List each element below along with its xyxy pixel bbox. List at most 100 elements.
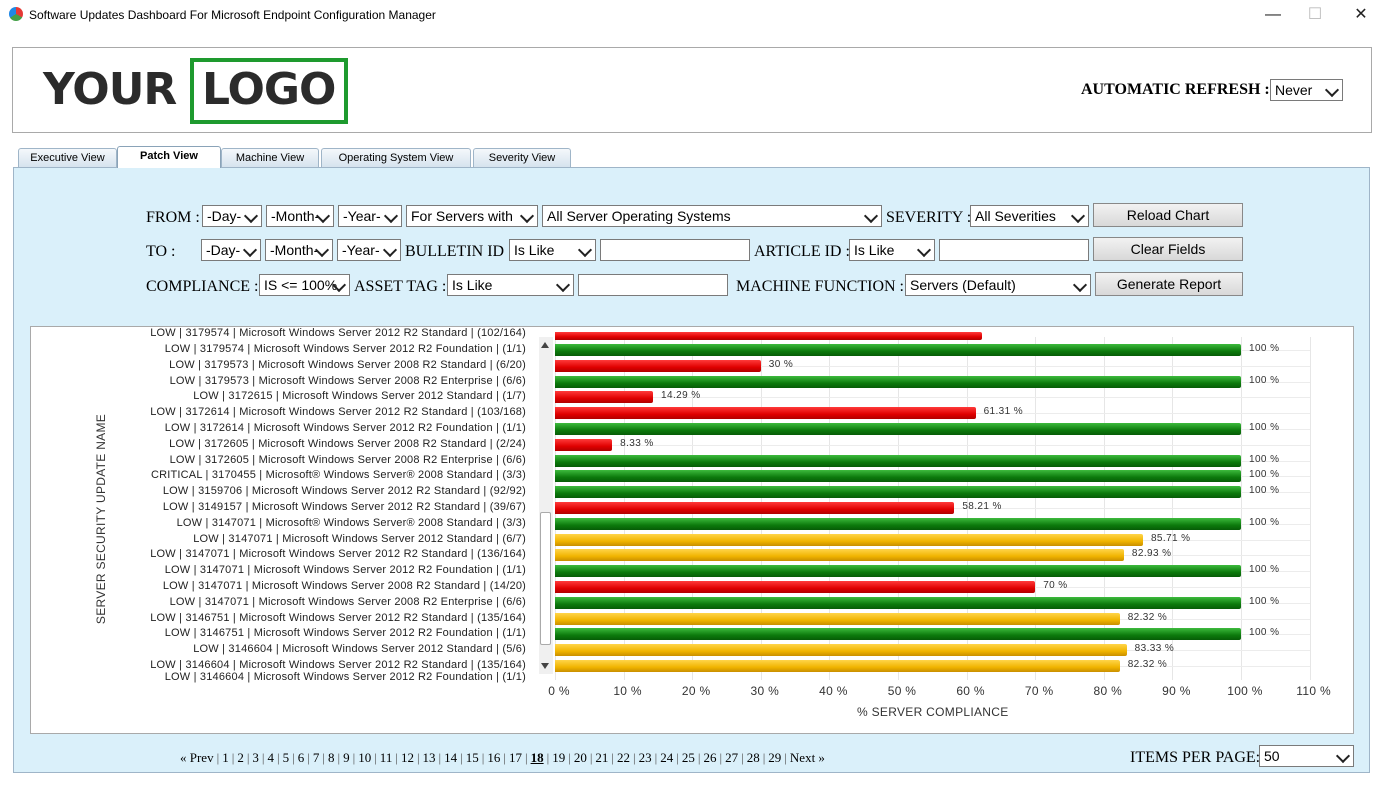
compliance-bar[interactable] [555, 518, 1241, 530]
page-link-27[interactable]: 27 [725, 750, 739, 765]
page-link-2[interactable]: 2 [237, 750, 244, 765]
compliance-bar[interactable] [555, 486, 1241, 498]
page-link-16[interactable]: 16 [487, 750, 501, 765]
reload-chart-button[interactable]: Reload Chart [1093, 203, 1243, 227]
category-label: CRITICAL | 3170455 | Microsoft® Windows … [150, 469, 526, 482]
asset-tag-operator-value: Is Like [452, 277, 493, 293]
compliance-bar[interactable] [555, 344, 1241, 356]
page-link-9[interactable]: 9 [343, 750, 350, 765]
page-link-18[interactable]: 18 [530, 750, 544, 765]
page-link-11[interactable]: 11 [379, 750, 393, 765]
tab-patch-view[interactable]: Patch View [117, 146, 221, 168]
bar-value-label: 100 % [1249, 454, 1280, 465]
x-tick-label: 10 % [613, 684, 642, 698]
asset-tag-operator-select[interactable]: Is Like [447, 274, 574, 296]
compliance-select[interactable]: IS <= 100% [259, 274, 350, 296]
compliance-bar[interactable] [555, 439, 613, 451]
compliance-bar[interactable] [555, 391, 654, 403]
page-link-22[interactable]: 22 [617, 750, 631, 765]
page-link-4[interactable]: 4 [267, 750, 275, 765]
asset-tag-input[interactable] [578, 274, 728, 296]
page-link-15[interactable]: 15 [465, 750, 479, 765]
page-link-6[interactable]: 6 [297, 750, 305, 765]
title-bar: Software Updates Dashboard For Microsoft… [0, 0, 1381, 30]
page-link-29[interactable]: 29 [768, 750, 782, 765]
from-label: FROM : [146, 209, 200, 226]
compliance-bar[interactable] [555, 660, 1120, 672]
close-button[interactable]: ✕ [1354, 6, 1368, 23]
tab-executive-view[interactable]: Executive View [18, 148, 117, 167]
bar-value-label: 100 % [1249, 469, 1280, 480]
compliance-bar[interactable] [555, 644, 1127, 656]
prev-page-link[interactable]: « Prev [180, 750, 214, 765]
compliance-bar[interactable] [555, 376, 1241, 388]
page-link-28[interactable]: 28 [746, 750, 760, 765]
clear-fields-button[interactable]: Clear Fields [1093, 237, 1243, 261]
to-day-select[interactable]: -Day- [201, 239, 261, 261]
chart-scrollbar[interactable] [539, 337, 553, 674]
compliance-bar[interactable] [555, 534, 1143, 546]
page-link-7[interactable]: 7 [312, 750, 320, 765]
generate-report-button[interactable]: Generate Report [1095, 272, 1243, 296]
maximize-button[interactable]: ☐ [1307, 6, 1323, 23]
minimize-button[interactable]: — [1265, 6, 1281, 23]
bulletin-id-input[interactable] [600, 239, 750, 261]
category-label-partial: LOW | 3146604 | Microsoft Windows Server… [164, 670, 526, 683]
page-link-10[interactable]: 10 [358, 750, 372, 765]
to-year-select[interactable]: -Year- [337, 239, 401, 261]
page-link-5[interactable]: 5 [282, 750, 290, 765]
tab-operating-system-view[interactable]: Operating System View [321, 148, 471, 167]
page-link-24[interactable]: 24 [660, 750, 674, 765]
servers-with-select[interactable]: For Servers with [406, 205, 538, 227]
tab-machine-view[interactable]: Machine View [221, 148, 319, 167]
compliance-bar[interactable] [555, 423, 1241, 435]
compliance-bar[interactable] [555, 502, 955, 514]
compliance-bar[interactable] [555, 565, 1241, 577]
article-operator-value: Is Like [854, 242, 895, 258]
page-link-12[interactable]: 12 [400, 750, 414, 765]
category-label: LOW | 3146751 | Microsoft Windows Server… [164, 627, 526, 640]
page-link-26[interactable]: 26 [703, 750, 717, 765]
bar-value-label: 100 % [1249, 517, 1280, 528]
page-link-3[interactable]: 3 [252, 750, 259, 765]
bulletin-operator-select[interactable]: Is Like [509, 239, 596, 261]
scroll-down-icon[interactable] [541, 663, 549, 669]
page-separator: | [395, 750, 398, 765]
scroll-up-icon[interactable] [541, 342, 549, 348]
from-year-select[interactable]: -Year- [338, 205, 402, 227]
compliance-bar[interactable] [555, 628, 1241, 640]
compliance-bar[interactable] [555, 407, 976, 419]
compliance-bar[interactable] [555, 360, 761, 372]
page-link-25[interactable]: 25 [681, 750, 695, 765]
compliance-bar[interactable] [555, 613, 1120, 625]
from-month-select[interactable]: -Month- [266, 205, 334, 227]
article-operator-select[interactable]: Is Like [849, 239, 935, 261]
severity-select[interactable]: All Severities [970, 205, 1089, 227]
page-link-13[interactable]: 13 [422, 750, 436, 765]
auto-refresh-select[interactable]: Never [1270, 79, 1343, 101]
from-day-select[interactable]: -Day- [202, 205, 262, 227]
compliance-bar[interactable] [555, 581, 1036, 593]
page-link-23[interactable]: 23 [638, 750, 652, 765]
to-month-select[interactable]: -Month- [265, 239, 333, 261]
compliance-bar[interactable] [555, 597, 1241, 609]
machine-function-select[interactable]: Servers (Default) [905, 274, 1091, 296]
compliance-bar[interactable] [555, 455, 1241, 467]
page-link-19[interactable]: 19 [552, 750, 566, 765]
tab-severity-view[interactable]: Severity View [473, 148, 571, 167]
next-page-link[interactable]: Next » [789, 750, 825, 765]
page-link-17[interactable]: 17 [508, 750, 522, 765]
page-separator: | [784, 750, 787, 765]
items-per-page-select[interactable]: 50 [1259, 745, 1354, 767]
page-link-8[interactable]: 8 [327, 750, 335, 765]
page-link-20[interactable]: 20 [573, 750, 587, 765]
compliance-bar[interactable] [555, 549, 1124, 561]
compliance-bar[interactable] [555, 470, 1241, 482]
scrollbar-thumb[interactable] [540, 512, 551, 645]
page-link-21[interactable]: 21 [595, 750, 609, 765]
article-id-input[interactable] [939, 239, 1089, 261]
operating-system-select[interactable]: All Server Operating Systems [542, 205, 882, 227]
chevron-down-icon [1072, 277, 1088, 293]
page-link-14[interactable]: 14 [444, 750, 458, 765]
page-link-1[interactable]: 1 [222, 750, 229, 765]
